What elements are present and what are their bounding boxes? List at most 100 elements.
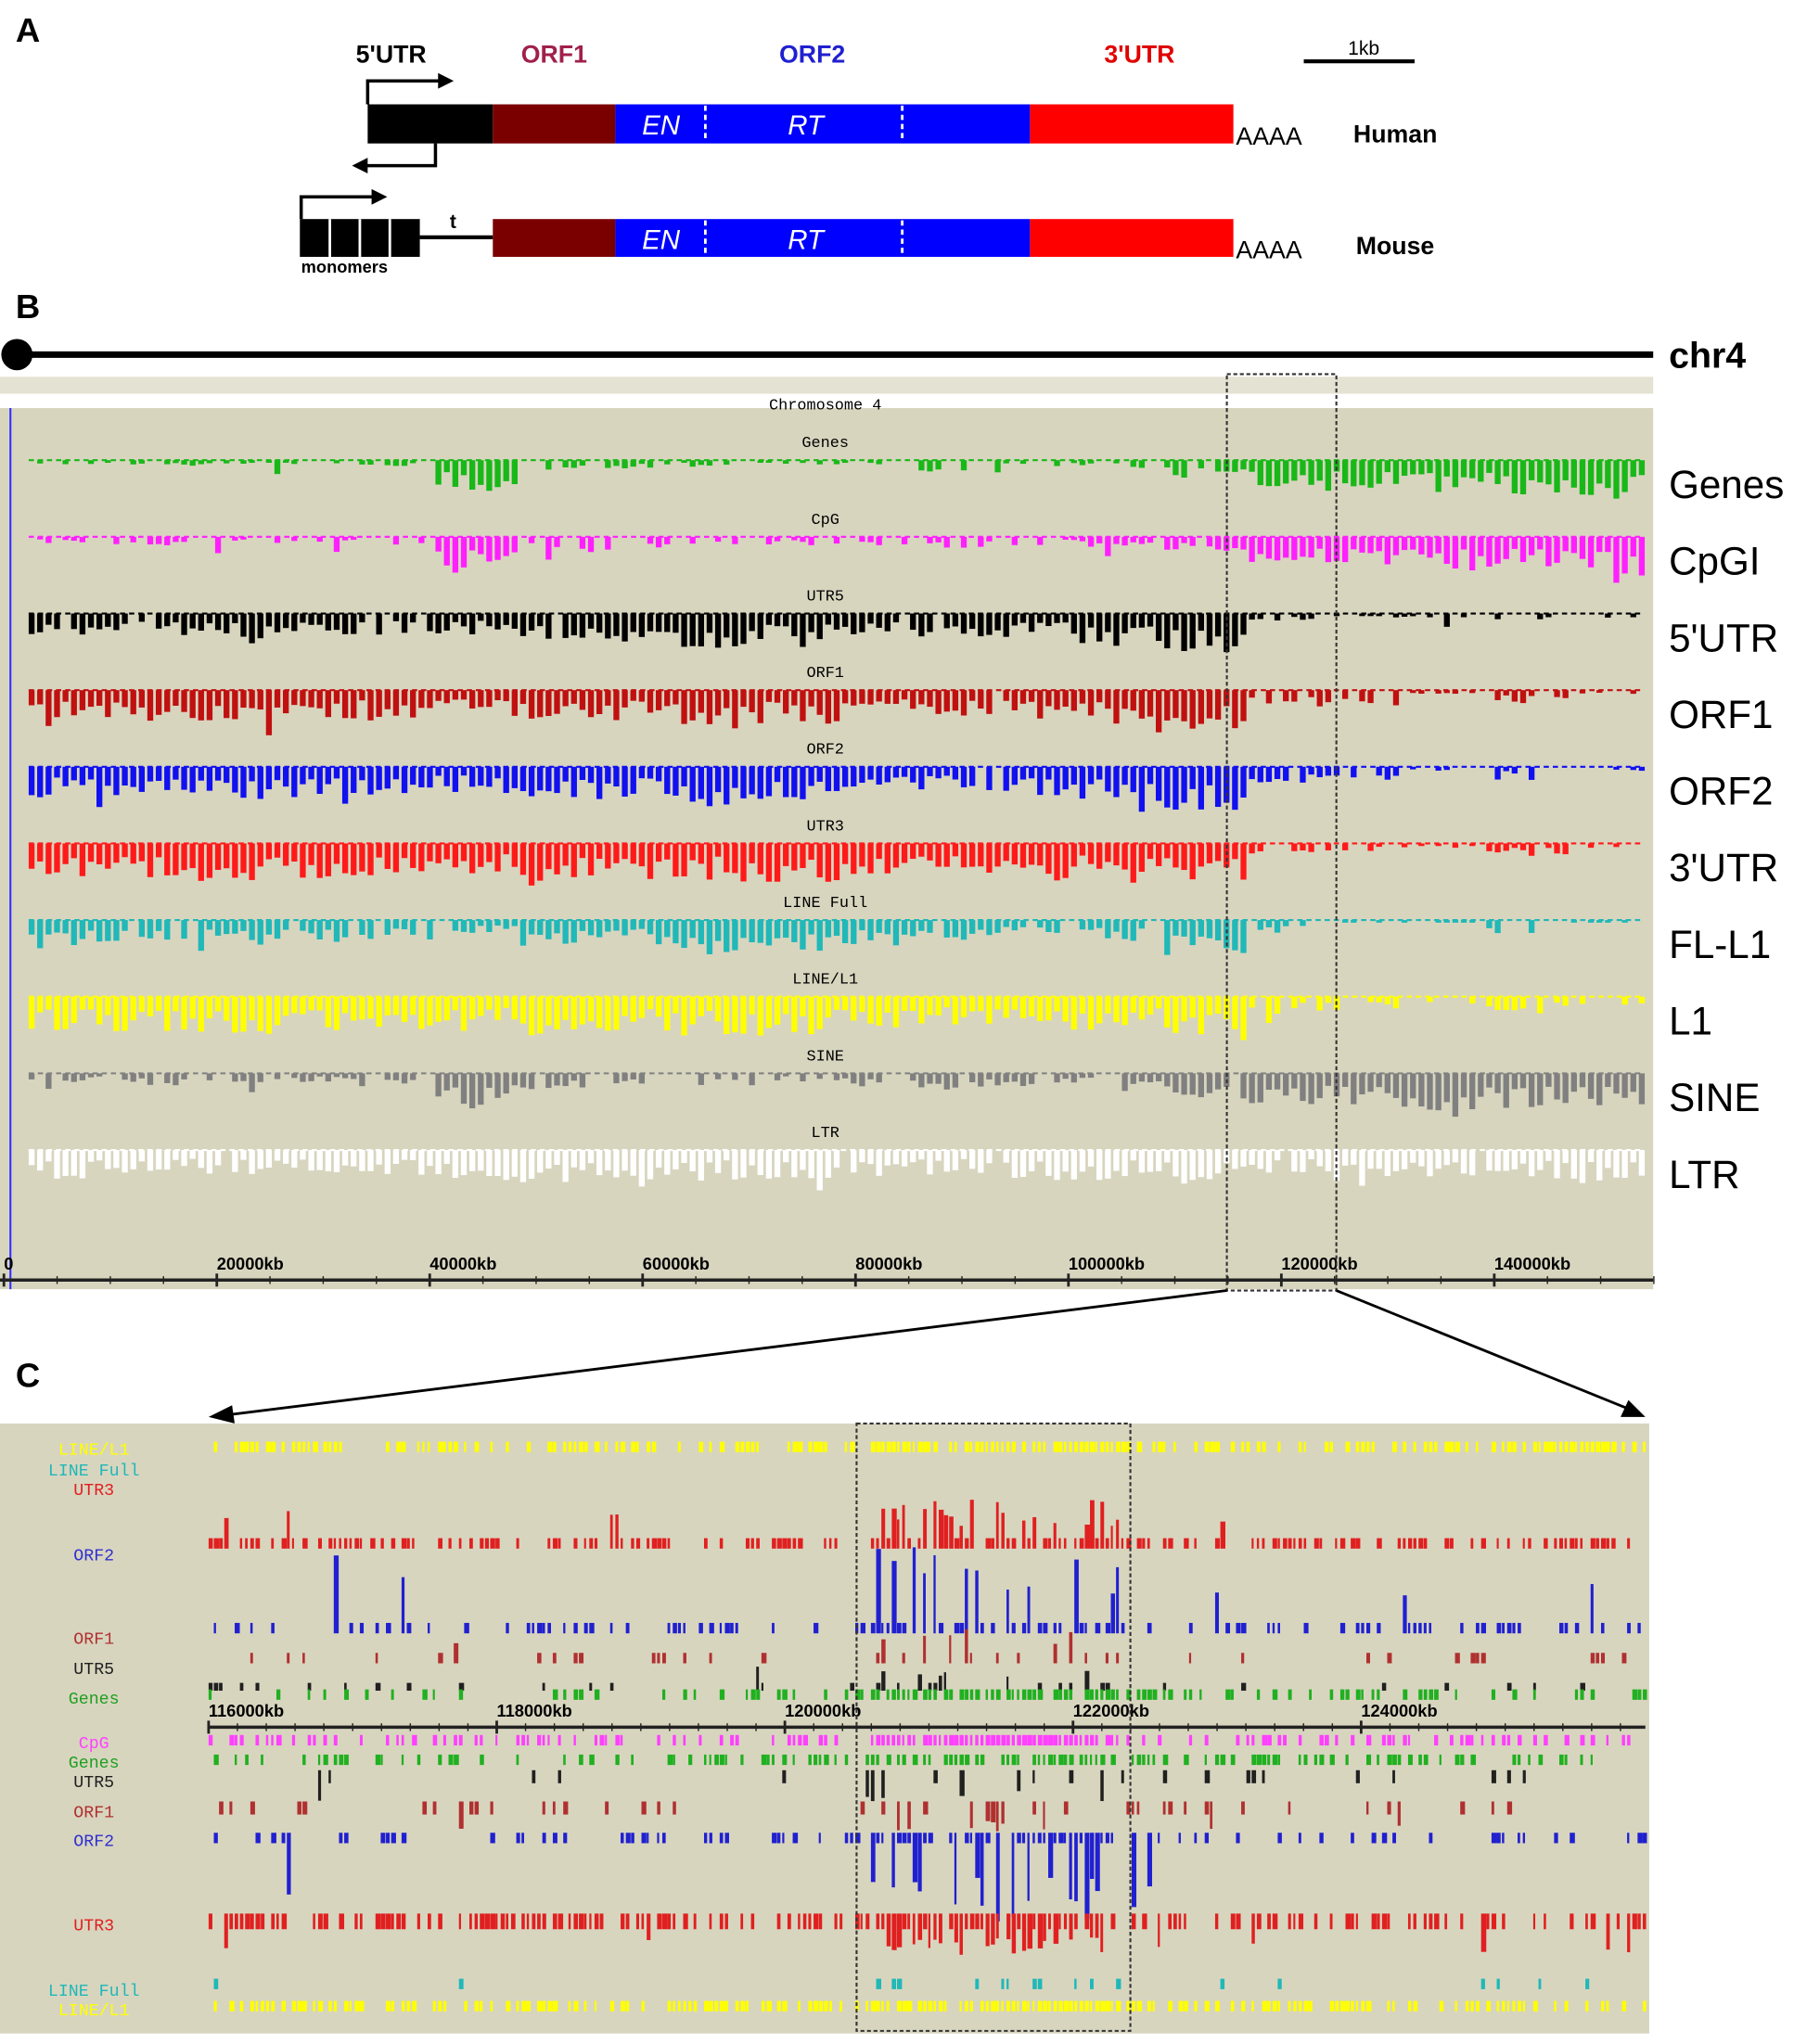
feature-mark	[876, 1689, 880, 1700]
feature-mark	[454, 1441, 458, 1452]
density-bar	[359, 460, 365, 465]
feature-mark	[949, 1833, 953, 1844]
feature-mark	[907, 2000, 913, 2012]
feature-mark	[886, 1622, 890, 1634]
density-bar	[1011, 690, 1019, 710]
feature-mark	[1162, 1538, 1167, 1549]
density-bar	[478, 536, 484, 555]
feature-mark	[573, 1689, 579, 1700]
feature-mark	[1512, 1754, 1517, 1766]
density-bar	[1265, 766, 1273, 783]
feature-mark	[1439, 2000, 1444, 2012]
feature-mark	[542, 1734, 545, 1746]
density-bar	[351, 613, 357, 634]
density-bar	[1138, 920, 1146, 929]
feature-mark	[959, 1622, 965, 1634]
density-bar	[537, 996, 544, 1034]
density-bar	[1528, 766, 1535, 780]
density-bar	[1511, 536, 1518, 549]
density-bar	[138, 460, 146, 464]
feature-mark	[1236, 1734, 1240, 1746]
feature-mark	[1345, 1441, 1351, 1452]
density-bar	[1478, 1073, 1484, 1097]
feature-mark	[317, 1913, 323, 1930]
feature-mark	[573, 1622, 578, 1634]
density-bar	[257, 996, 263, 1031]
feature-mark	[1465, 2000, 1469, 2012]
feature-mark	[969, 1653, 972, 1664]
density-bar	[452, 996, 459, 1011]
density-bar	[291, 843, 298, 862]
feature-mark	[1053, 1689, 1059, 1700]
density-bar	[511, 1150, 518, 1177]
density-bar	[1376, 536, 1382, 552]
density-bar	[1452, 690, 1459, 695]
feature-mark	[703, 1538, 708, 1549]
tether-label: t	[450, 211, 456, 233]
feature-mark	[1090, 1978, 1094, 1989]
density-bar	[892, 690, 900, 704]
density-bar	[1028, 843, 1035, 865]
feature-mark	[1251, 1754, 1257, 1766]
track-cpg: CpG	[28, 512, 1646, 583]
density-bar	[468, 766, 476, 787]
density-bar	[1554, 536, 1560, 563]
density-bar	[749, 690, 755, 713]
feature-mark	[631, 1538, 634, 1549]
density-bar	[1630, 1073, 1636, 1092]
feature-mark	[542, 1833, 546, 1844]
feature-mark	[438, 1441, 443, 1452]
feature-mark	[1079, 1833, 1083, 1844]
feature-mark	[1272, 1538, 1277, 1549]
feature-mark	[1069, 1913, 1073, 1940]
density-bar	[528, 843, 535, 886]
density-bar	[1443, 460, 1450, 477]
density-bar	[613, 996, 620, 1030]
feature-mark	[818, 1833, 821, 1844]
density-bar	[189, 996, 196, 1019]
density-bar	[1214, 843, 1222, 862]
feature-mark	[532, 1913, 536, 1930]
feature-mark	[814, 1622, 819, 1634]
density-bar	[655, 536, 662, 548]
density-bar	[291, 613, 298, 632]
feature-mark	[881, 1671, 886, 1692]
density-bar	[173, 690, 179, 707]
density-bar	[418, 536, 425, 543]
feature-mark	[881, 1801, 886, 1815]
density-bar	[1045, 1150, 1052, 1176]
density-bar	[994, 613, 1001, 631]
density-bar	[147, 766, 154, 782]
feature-mark	[876, 1833, 880, 1844]
feature-mark	[1194, 1441, 1198, 1452]
feature-mark	[828, 2000, 832, 2012]
density-bar	[291, 690, 298, 706]
density-bar	[994, 996, 1001, 1010]
feature-mark	[265, 1441, 272, 1452]
feature-mark	[1188, 1622, 1193, 1634]
feature-mark	[386, 1441, 390, 1452]
feature-mark	[1142, 1689, 1147, 1700]
feature-mark	[886, 1913, 891, 1947]
arrowhead-icon	[371, 188, 388, 205]
density-bar	[351, 1150, 357, 1167]
density-bar	[511, 843, 518, 867]
density-bar	[1240, 690, 1247, 722]
feature-mark	[1319, 1754, 1325, 1766]
density-bar	[282, 613, 289, 629]
feature-mark	[735, 1622, 738, 1634]
density-bar	[1257, 920, 1263, 930]
feature-mark	[740, 2000, 746, 2012]
density-bar	[1562, 460, 1569, 480]
feature-mark	[438, 1754, 442, 1766]
density-bar	[1367, 1150, 1374, 1169]
feature-mark	[1570, 1833, 1575, 1844]
feature-mark	[766, 2000, 772, 2012]
feature-mark	[662, 1653, 666, 1664]
track-cpg-lower	[208, 1734, 1631, 1746]
density-bar	[376, 996, 382, 1028]
feature-mark	[635, 1913, 640, 1930]
feature-mark	[1506, 1801, 1513, 1815]
density-bar	[1206, 920, 1213, 939]
density-bar	[1494, 996, 1501, 1011]
